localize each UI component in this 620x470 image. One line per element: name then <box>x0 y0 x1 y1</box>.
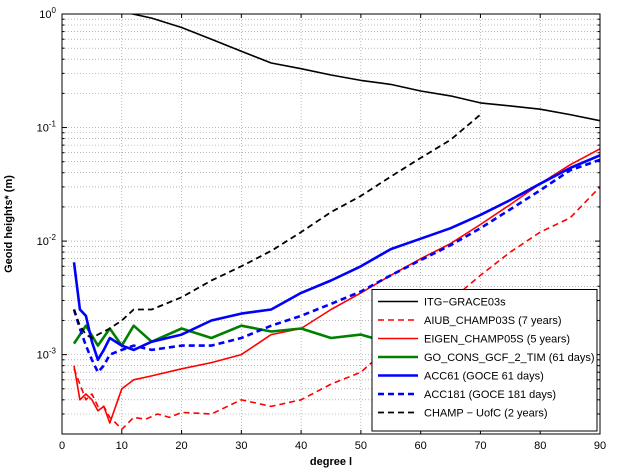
series-line-1 <box>129 14 600 122</box>
x-tick-label: 20 <box>175 440 187 452</box>
y-tick-exponent: 0 <box>52 6 57 15</box>
x-tick-label: 80 <box>534 440 546 452</box>
x-tick-label: 10 <box>116 440 128 452</box>
plot-area-frame <box>61 13 601 435</box>
legend-label-4: GO_CONS_GCF_2_TIM (61 days) <box>424 352 595 364</box>
series-line-6 <box>72 158 600 374</box>
x-axis-title: degree l <box>310 456 352 468</box>
x-tick-label: 0 <box>59 440 65 452</box>
y-tick-exponent: -3 <box>49 347 57 356</box>
y-tick-base: 10 <box>37 123 49 135</box>
legend: ITG−GRACE03s AIUB_CHAMP03S (7 years) EIGEN… <box>371 289 598 432</box>
y-tick-label: 100 <box>39 6 56 21</box>
y-tick-label: 10-3 <box>37 347 57 362</box>
x-tick-label: 30 <box>235 440 247 452</box>
y-tick-exponent: -1 <box>49 120 57 129</box>
x-tick-label: 60 <box>415 440 427 452</box>
x-tick-label: 50 <box>355 440 367 452</box>
series-line-2 <box>73 186 600 431</box>
legend-label-3: EIGEN_CHAMP05S (5 years) <box>424 334 570 346</box>
legend-label-7: CHAMP − UofC (2 years) <box>424 408 548 420</box>
series-line-5 <box>72 154 600 362</box>
series-line-3 <box>73 148 600 424</box>
grid-lines <box>62 14 600 434</box>
series-lines <box>72 14 600 431</box>
x-tick-label: 90 <box>594 440 606 452</box>
x-tick-label: 70 <box>474 440 486 452</box>
y-tick-base: 10 <box>37 350 49 362</box>
legend-label-2: AIUB_CHAMP03S (7 years) <box>424 315 562 327</box>
x-tick-label: 40 <box>295 440 307 452</box>
legend-label-1: ITG−GRACE03s <box>424 297 506 309</box>
y-axis-title: Geoid heights* (m) <box>3 175 15 273</box>
series-line-4 <box>72 324 374 347</box>
y-tick-exponent: -2 <box>49 233 57 242</box>
legend-label-5: ACC61 (GOCE 61 days) <box>424 371 544 383</box>
y-tick-base: 10 <box>39 9 51 21</box>
y-tick-label: 10-2 <box>37 233 57 248</box>
legend-label-6: ACC181 (GOCE 181 days) <box>424 389 556 401</box>
legend-box <box>371 289 598 432</box>
y-tick-base: 10 <box>37 236 49 248</box>
y-tick-label: 10-1 <box>37 120 57 135</box>
series-line-7 <box>73 113 481 339</box>
